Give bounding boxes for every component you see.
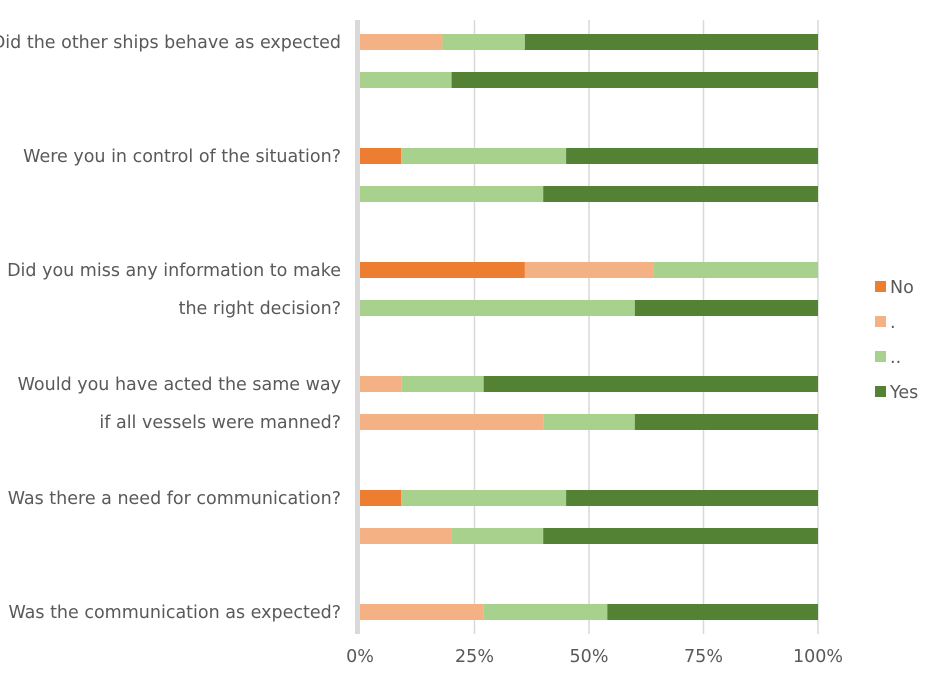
- bar-segment-dotdot: [653, 262, 818, 278]
- bar-segment-dotdot: [401, 148, 567, 164]
- bar-segment-yes: [566, 490, 818, 506]
- bar-segment-dotdot: [401, 376, 484, 392]
- bar-segment-dot: [360, 528, 452, 544]
- bar-segment-dotdot: [360, 72, 452, 88]
- bar-segment-dotdot: [360, 300, 635, 316]
- bar-segment-no: [360, 490, 402, 506]
- bar-segment-dotdot: [442, 34, 525, 50]
- legend-label: No: [890, 278, 914, 298]
- bar-segment-yes: [566, 148, 818, 164]
- category-label: Was the communication as expected?: [8, 603, 341, 623]
- category-label: Was there a need for communication?: [8, 489, 341, 509]
- y-axis-line: [355, 20, 360, 634]
- bar-segment-dotdot: [543, 414, 635, 430]
- legend-label: Yes: [889, 383, 918, 403]
- legend: No... Yes: [875, 278, 918, 403]
- bar-segment-dotdot: [483, 604, 608, 620]
- bar-segment-dotdot: [360, 186, 544, 202]
- bar-segment-yes: [607, 604, 818, 620]
- bar-segment-dotdot: [401, 490, 567, 506]
- category-labels: Did the other ships behave as expected We…: [0, 33, 341, 623]
- bar-segment-yes: [634, 300, 818, 316]
- x-tick-label: 100%: [793, 647, 843, 667]
- x-axis-tick-labels: 0% 25% 50% 75% 100%: [346, 647, 843, 667]
- category-label: Were you in control of the situation?: [23, 147, 341, 167]
- x-tick-label: 25%: [455, 647, 494, 667]
- category-label: Did the other ships behave as expected: [0, 33, 341, 53]
- bar-segment-yes: [451, 72, 818, 88]
- legend-swatch: [875, 316, 886, 327]
- category-label: Did you miss any information to make: [7, 261, 341, 281]
- x-tick-label: 50%: [570, 647, 609, 667]
- x-tick-label: 0%: [346, 647, 374, 667]
- category-label: if all vessels were manned?: [99, 413, 341, 433]
- bar-segment-dot: [360, 604, 484, 620]
- bar-segment-yes: [524, 34, 818, 50]
- plot-area: [360, 34, 818, 620]
- bar-segment-yes: [483, 376, 818, 392]
- bar-segment-dot: [360, 414, 544, 430]
- bar-segment-dot: [524, 262, 654, 278]
- legend-swatch: [875, 351, 886, 362]
- x-tick-label: 75%: [684, 647, 723, 667]
- bar-segment-dot: [360, 376, 402, 392]
- legend-swatch: [875, 281, 886, 292]
- category-label: Would you have acted the same way: [18, 375, 341, 395]
- legend-label: .: [890, 313, 896, 333]
- bar-segment-no: [360, 148, 402, 164]
- legend-swatch: [875, 386, 886, 397]
- bar-segment-yes: [543, 528, 818, 544]
- bar-segment-dotdot: [451, 528, 544, 544]
- bar-segment-yes: [634, 414, 818, 430]
- bar-segment-yes: [543, 186, 818, 202]
- category-label: the right decision?: [179, 299, 341, 319]
- bar-segment-no: [360, 262, 525, 278]
- bar-segment-dot: [360, 34, 443, 50]
- legend-label: ..: [890, 348, 901, 368]
